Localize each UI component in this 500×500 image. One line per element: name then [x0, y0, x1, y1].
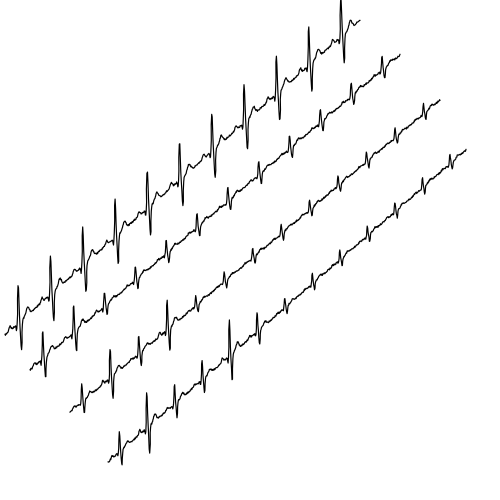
ecg-trace: [29, 53, 401, 378]
ecg-trace: [69, 99, 441, 414]
ecg-trace: [4, 0, 361, 351]
ecg-trace: [107, 148, 467, 466]
